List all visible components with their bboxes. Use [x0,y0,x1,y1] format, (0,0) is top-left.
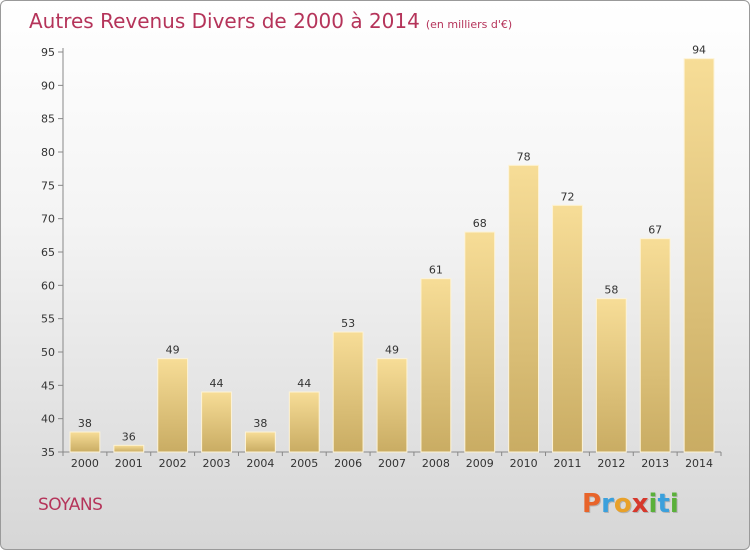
y-tick-label: 50 [41,346,55,359]
data-label: 38 [253,417,267,430]
bar [552,204,583,453]
y-tick-label: 35 [41,446,55,459]
y-tick-label: 65 [41,246,55,259]
data-label: 58 [604,284,618,297]
bar [288,391,320,453]
x-tick-label: 2010 [510,457,538,470]
data-label: 49 [385,344,399,357]
y-tick-label: 40 [41,413,55,426]
data-label: 72 [560,190,574,203]
y-tick-label: 80 [41,146,55,159]
x-tick-label: 2003 [203,457,231,470]
chart-subtitle: (en milliers d'€) [425,18,513,31]
x-tick-label: 2012 [597,457,625,470]
x-tick-label: 2013 [641,457,669,470]
data-label: 36 [122,430,136,443]
y-tick-label: 90 [41,79,55,92]
x-tick-label: 2014 [685,457,713,470]
bar [244,431,276,453]
y-tick-label: 85 [41,113,55,126]
logo-letter: o [613,489,632,519]
logo-letter: i [669,489,679,519]
bar [201,391,232,453]
x-tick-label: 2001 [115,457,143,470]
bar [376,358,408,453]
data-label: 94 [692,44,706,57]
bar [157,358,189,453]
x-tick-label: 2006 [334,457,362,470]
logo-letter: i [648,489,658,519]
x-tick-label: 2011 [553,457,581,470]
x-tick-label: 2007 [378,457,406,470]
chart-title-main: Autres Revenus Divers de 2000 à 2014 [29,9,420,33]
bar [595,298,627,453]
x-tick-label: 2008 [422,457,450,470]
bar [332,331,364,453]
x-tick-label: 2004 [246,457,274,470]
commune-name: SOYANS [38,495,103,515]
y-tick-label: 75 [41,179,55,192]
bar [420,278,452,453]
bar [69,431,101,453]
data-label: 38 [78,417,92,430]
x-tick-label: 2002 [159,457,187,470]
x-tick-label: 2005 [290,457,318,470]
axes: 35 40 45 50 55 60 65 70 75 80 85 90 95 2000 2001 2002 20… [41,46,722,470]
logo-letter: x [631,489,649,519]
x-tick-label: 2000 [71,457,99,470]
logo-letter: t [657,489,670,519]
data-label: 68 [473,217,487,230]
data-labels: 38 36 49 44 38 44 53 49 61 68 78 72 58 67 94 [78,44,706,444]
bars [69,58,715,453]
data-label: 61 [429,264,443,277]
bar [683,58,715,453]
data-label: 49 [166,344,180,357]
y-tick-label: 95 [41,46,55,59]
data-label: 78 [517,150,531,163]
data-label: 44 [210,377,224,390]
data-label: 44 [297,377,311,390]
y-tick-label: 55 [41,313,55,326]
data-label: 53 [341,317,355,330]
bar [464,231,496,453]
bar [508,164,540,453]
logo-letter: r [601,489,614,519]
bar [113,444,145,453]
proxiti-logo: Proxiti [582,489,679,519]
bar [639,238,671,453]
y-tick-label: 70 [41,213,55,226]
y-tick-label: 60 [41,279,55,292]
chart-title: Autres Revenus Divers de 2000 à 2014 (en … [29,9,512,33]
logo-letter: P [582,489,602,519]
y-tick-label: 45 [41,379,55,392]
data-label: 67 [648,224,662,237]
x-tick-label: 2009 [466,457,494,470]
